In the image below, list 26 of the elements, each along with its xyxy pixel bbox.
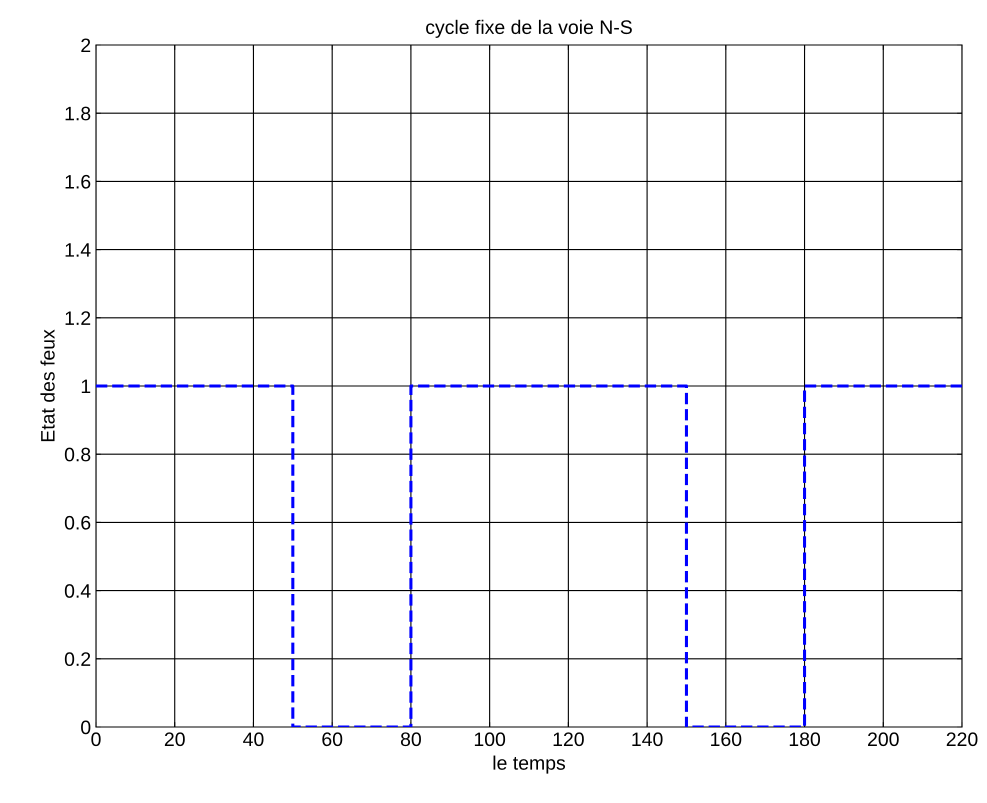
- x-tick-label: 180: [790, 732, 820, 746]
- y-tick-label: 0.6: [64, 516, 90, 530]
- x-tick-label: 40: [243, 732, 264, 746]
- y-tick-label: 1.6: [66, 174, 90, 189]
- y-tick-label: 0.8: [64, 448, 90, 462]
- y-tick-label: 1.8: [66, 106, 90, 120]
- x-tick-label: 220: [946, 732, 978, 746]
- y-tick-label: 1.2: [66, 311, 90, 325]
- y-axis-title: Etat des feux: [40, 329, 55, 442]
- y-tick-label: 0: [81, 720, 90, 734]
- x-tick-label: 140: [632, 732, 663, 746]
- y-tick-label: 0.2: [64, 652, 90, 666]
- x-tick-label: 20: [164, 732, 185, 746]
- x-tick-label: 100: [474, 732, 506, 746]
- y-tick-label: 1.4: [66, 243, 91, 257]
- x-tick-label: 60: [322, 732, 342, 746]
- x-axis-title: le temps: [494, 756, 566, 774]
- x-tick-label: 200: [868, 732, 899, 746]
- y-tick-label: 0.4: [64, 584, 91, 598]
- x-tick-label: 160: [711, 732, 742, 746]
- chart-title: cycle fixe de la voie N-S: [426, 20, 632, 38]
- x-tick-label: 80: [400, 732, 421, 746]
- x-tick-label: 0: [91, 732, 101, 746]
- x-tick-label: 120: [554, 732, 584, 746]
- y-tick-label: 2: [81, 38, 90, 52]
- y-tick-label: 1: [82, 380, 90, 394]
